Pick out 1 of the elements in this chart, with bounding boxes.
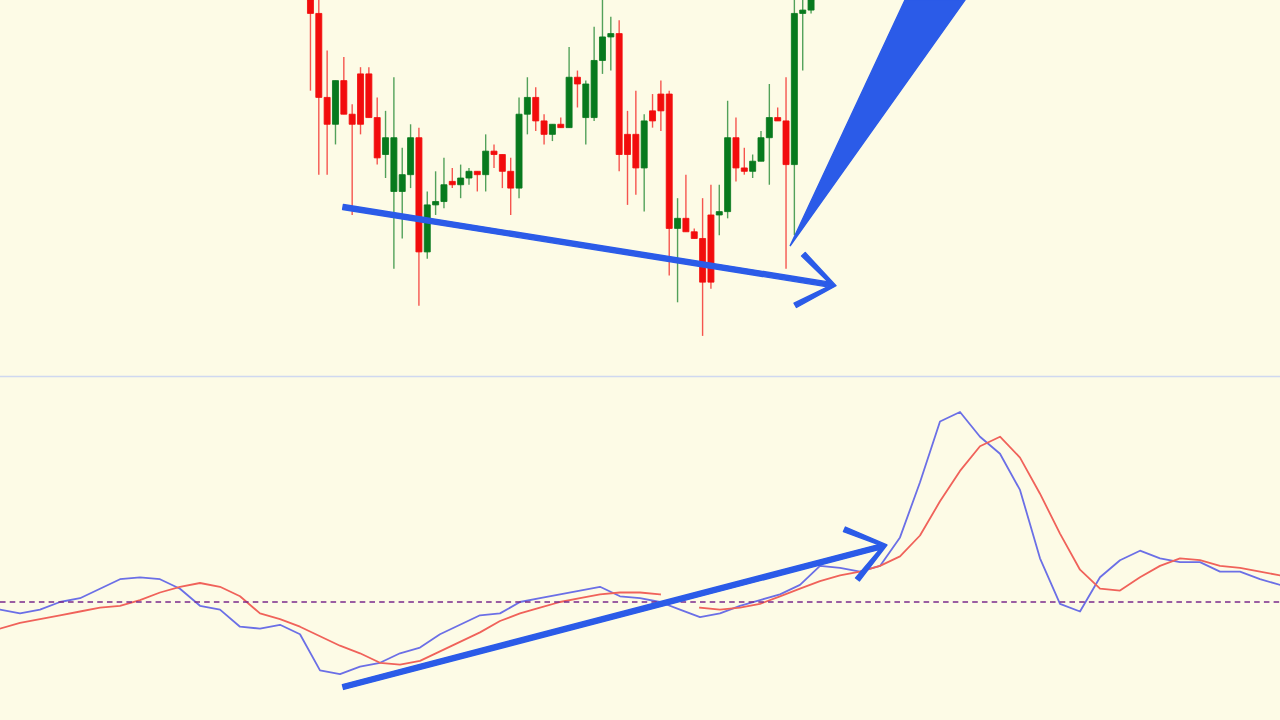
candlestick: [574, 69, 581, 109]
